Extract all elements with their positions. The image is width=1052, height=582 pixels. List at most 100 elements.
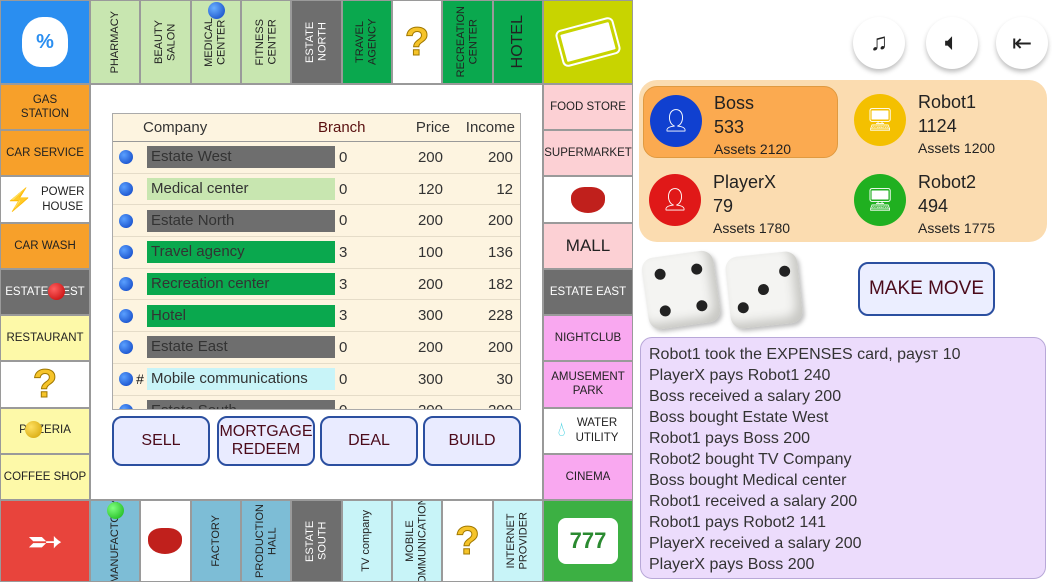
board-cell-recreation-center[interactable]: RECREATION CENTER: [442, 0, 493, 84]
sell-button[interactable]: SELL: [112, 416, 210, 466]
board-cell-gas-station[interactable]: GAS STATION: [0, 84, 90, 131]
table-row[interactable]: Travel agency 3 100 136: [113, 237, 520, 269]
board-cell-internet-provider[interactable]: INTERNET PROVIDER: [492, 500, 543, 582]
purse-icon: [148, 528, 183, 554]
board-cell-estate-west[interactable]: ESTATE WEST: [0, 268, 90, 316]
price-value: 200: [375, 402, 443, 409]
token-red: [48, 283, 65, 300]
owner-token-icon: [119, 150, 133, 165]
token-green: [107, 502, 124, 519]
exit-button[interactable]: ⇤: [996, 17, 1048, 69]
cell-label: FOOD STORE: [550, 100, 626, 113]
board-cell-estate-south[interactable]: ESTATE SOUTH: [291, 500, 342, 582]
cell-label: MOBILE COMMUNICATIONS: [404, 500, 430, 582]
company-name: Hotel: [147, 304, 335, 327]
board-cell-medical-center[interactable]: MEDICAL CENTER: [190, 0, 241, 84]
board-cell-chance[interactable]: ?: [391, 0, 443, 84]
board-cell-purse[interactable]: [543, 176, 633, 223]
board-cell-mobile-communications[interactable]: MOBILE COMMUNICATIONS: [391, 500, 443, 582]
branch-value: 0: [339, 338, 348, 356]
board-cell-estate-east[interactable]: ESTATE EAST: [543, 268, 633, 316]
speaker-icon: 🔈︎: [944, 29, 960, 56]
table-row[interactable]: Estate East 0 200 200: [113, 332, 520, 364]
music-button[interactable]: ♫: [853, 17, 905, 69]
board-cell-hotel[interactable]: HOTEL: [492, 0, 543, 84]
board-cell-beauty-salon[interactable]: BEAUTY SALON: [140, 0, 191, 84]
board-cell-nightclub[interactable]: NIGHTCLUB: [543, 315, 633, 362]
log-entry: Boss received a salary 200: [649, 388, 842, 405]
branch-value: 0: [339, 212, 348, 230]
board-cell-purse[interactable]: [140, 500, 191, 582]
branch-value: 0: [339, 148, 348, 166]
token-blue: [208, 2, 225, 19]
make-move-button[interactable]: MAKE MOVE: [858, 262, 995, 316]
sound-button[interactable]: 🔈︎: [926, 17, 978, 69]
board-cell-tv-company[interactable]: TV company: [341, 500, 392, 582]
corner-tax[interactable]: %: [0, 0, 90, 84]
exit-icon: ⇤: [1011, 29, 1033, 57]
cell-label: COFFEE SHOP: [3, 470, 87, 483]
board-cell-food-store[interactable]: FOOD STORE: [543, 84, 633, 131]
owner-token-icon: [119, 403, 133, 409]
chance-icon: ?: [32, 361, 58, 406]
board-cell-travel-agency[interactable]: TRAVEL AGENCY: [341, 0, 392, 84]
table-row[interactable]: Estate West 0 200 200: [113, 142, 520, 174]
board-cell-factory[interactable]: FACTORY: [190, 500, 241, 582]
table-row[interactable]: # Mobile communications 0 300 30: [113, 364, 520, 396]
cell-label: TRAVEL AGENCY: [354, 18, 379, 66]
cell-label: RECREATION CENTER: [454, 6, 480, 78]
board-cell-pharmacy[interactable]: PHARMACY: [90, 0, 141, 84]
cell-label: FACTORY: [209, 515, 222, 567]
table-row[interactable]: Estate South0200200: [113, 396, 520, 409]
board-cell-power-house[interactable]: ⚡ POWER HOUSE: [0, 176, 90, 223]
cell-label: SUPERMARKET: [544, 147, 632, 160]
player-card-robot1[interactable]: 🖥︎ Robot1 1124 Assets 1200: [848, 86, 1043, 158]
company-name: Travel agency: [147, 241, 335, 264]
board-cell-mall[interactable]: MALL: [543, 222, 633, 269]
player-card-boss[interactable]: 👤︎ Boss 533 Assets 2120: [643, 86, 838, 158]
owner-token-icon: [119, 277, 133, 292]
game-log[interactable]: Robot1 took the EXPENSES card, paysт 10 P…: [640, 337, 1046, 579]
company-name: Medical center: [147, 178, 335, 201]
board-cell-car-service[interactable]: CAR SERVICE: [0, 130, 90, 177]
board-cell-coffee-shop[interactable]: COFFEE SHOP: [0, 453, 90, 500]
table-row[interactable]: Estate North 0 200 200: [113, 205, 520, 238]
player-card-robot2[interactable]: 🖥︎ Robot2 494 Assets 1775: [848, 166, 1043, 238]
board-cell-production-hall[interactable]: PRODUCTION HALL: [240, 500, 292, 582]
board-cell-water-utility[interactable]: 💧︎ WATER UTILITY: [543, 407, 633, 454]
user-avatar-icon: 👤︎: [649, 174, 701, 226]
token-yellow: [25, 421, 42, 438]
money-bag-icon: %: [22, 17, 68, 67]
board-cell-supermarket[interactable]: SUPERMARKET: [543, 130, 633, 177]
corner-jackpot[interactable]: 777: [543, 500, 633, 582]
board-cell-chance[interactable]: ?: [442, 500, 493, 582]
board-cell-pizzeria[interactable]: PIZZERIA: [0, 407, 90, 454]
board-cell-cinema[interactable]: CINEMA: [543, 453, 633, 500]
player-card-playerx[interactable]: 👤︎ PlayerX 79 Assets 1780: [643, 166, 838, 238]
board-cell-car-wash[interactable]: CAR WASH: [0, 222, 90, 269]
board-cell-amusement-park[interactable]: AMUSEMENT PARK: [543, 361, 633, 408]
corner-rocket[interactable]: ➶: [0, 500, 90, 582]
cash-icon: [556, 18, 620, 66]
build-button[interactable]: BUILD: [423, 416, 521, 466]
owner-token-icon: [119, 308, 133, 323]
board-cell-estate-north[interactable]: ESTATE NORTH: [291, 0, 342, 84]
income-value: 136: [487, 243, 513, 261]
table-row[interactable]: Medical center 0 120 12: [113, 174, 520, 206]
player-money: 494: [918, 196, 949, 216]
cell-label: CAR WASH: [14, 239, 76, 252]
mortgage-redeem-button[interactable]: MORTGAGE REDEEM: [217, 416, 315, 466]
board-cell-chance[interactable]: ?: [0, 361, 90, 408]
corner-cash[interactable]: [543, 0, 633, 84]
board-cell-restaurant[interactable]: RESTAURANT: [0, 315, 90, 362]
board-cell-fitness-center[interactable]: FITNESS CENTER: [240, 0, 292, 84]
income-value: 200: [443, 402, 513, 409]
table-row[interactable]: Hotel 3 300 228: [113, 300, 520, 333]
cell-label: INTERNET PROVIDER: [505, 512, 530, 570]
log-entry: Robot1 took the EXPENSES card, paysт 10: [649, 346, 961, 363]
table-row[interactable]: Recreation center 3 200 182: [113, 269, 520, 301]
deal-button[interactable]: DEAL: [320, 416, 418, 466]
company-table[interactable]: Company Branch Price Income Estate West 0…: [112, 113, 521, 410]
player-assets: Assets 2120: [714, 141, 792, 157]
col-branch: Branch: [318, 119, 366, 136]
